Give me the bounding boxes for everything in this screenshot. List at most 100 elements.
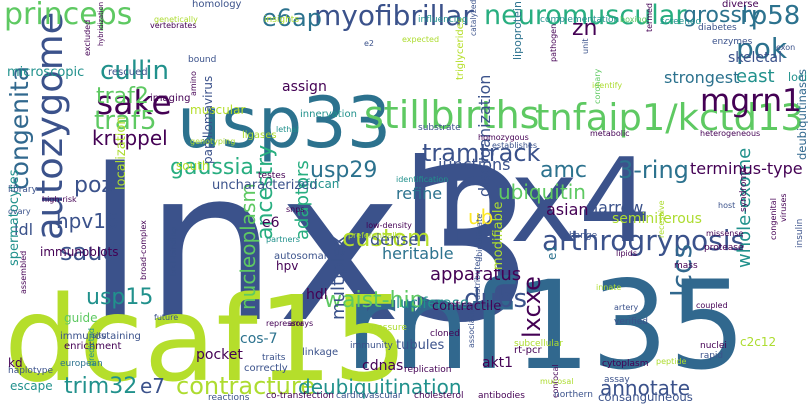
word-pok: pok	[736, 32, 788, 65]
word-assembled: assembled	[19, 250, 28, 294]
word-complementation: complementation	[540, 15, 620, 25]
word-recessive: recessive	[657, 200, 666, 238]
word-protease: protease	[704, 243, 744, 253]
word-hpv16: hpv16	[56, 209, 119, 233]
word-poz: poz	[74, 173, 113, 198]
word-verified: verified	[614, 317, 648, 327]
word-cardiovascular: cardiovascular	[336, 391, 402, 401]
word-saudi: saudi	[60, 238, 125, 266]
word-diabetes: diabetes	[698, 23, 737, 33]
word-mucosal: mucosal	[540, 377, 574, 386]
word-pathogen: pathogen	[549, 23, 558, 62]
word-kruppel: kruppel	[92, 126, 168, 150]
word-rt-pcr: rt-pcr	[514, 345, 542, 356]
word-assay: assay	[604, 375, 630, 385]
word-gaussia: gaussia	[170, 155, 254, 180]
word-skeletal: skeletal	[728, 50, 782, 66]
word-deubiquitination: deubiquitination	[298, 375, 462, 399]
word-usp29: usp29	[310, 158, 378, 183]
word-congenital: congenital	[769, 198, 778, 240]
word-antibodies: antibodies	[478, 391, 525, 401]
word-heritable: heritable	[382, 244, 454, 263]
word-association: association	[467, 303, 476, 348]
word-influencing: influencing	[418, 15, 468, 25]
word-cholesterol: cholesterol	[414, 391, 464, 401]
word-imaging: imaging	[150, 93, 191, 104]
word-low-density: low-density	[366, 221, 412, 230]
word-repressor: repressor	[266, 319, 304, 328]
word-dubs: dubs	[464, 284, 528, 314]
word-usp15: usp15	[86, 285, 154, 310]
word-expected: expected	[402, 35, 440, 44]
word-co-transfection: co-transfection	[266, 391, 334, 401]
word-dcaf15: dcaf15	[4, 270, 408, 404]
word-ub: ub	[468, 205, 494, 229]
word-lipids: lipids	[616, 249, 637, 258]
word-preferentially: preferentially	[348, 231, 402, 240]
word-autosomal: autosomal	[274, 251, 327, 262]
word-coupled: coupled	[696, 301, 728, 310]
word-boxing: boxing	[620, 15, 647, 24]
word-nuclei: nuclei	[700, 341, 727, 351]
word-viruses: viruses	[779, 193, 788, 222]
word-linkage: linkage	[302, 347, 339, 358]
word-peptide: peptide	[656, 357, 687, 366]
word-rp58: rp58	[740, 1, 801, 31]
word-e2: e2	[364, 39, 375, 48]
word-homology: homology	[192, 0, 242, 10]
word-hybridization: hybridization	[97, 1, 105, 46]
word-kd: kd	[8, 356, 23, 370]
word-dense: dense	[370, 230, 419, 249]
word-trim32: trim32	[64, 374, 138, 399]
word-hpv: hpv	[276, 259, 299, 273]
word-lipoprotein: lipoprotein	[511, 1, 524, 60]
word-lnx4: lnx4	[404, 134, 653, 269]
word-insights: insights	[264, 15, 300, 25]
word-adaptors: adaptors	[292, 160, 313, 240]
word-bound: bound	[188, 55, 217, 65]
word-genotyping: genotyping	[190, 137, 236, 146]
word-ovary: ovary	[8, 207, 31, 216]
word-host: host	[718, 201, 736, 210]
word-guide: guide	[64, 311, 98, 325]
word-ligases: ligases	[242, 130, 277, 141]
word-mgrn1: mgrn1	[700, 83, 802, 119]
word-autozygome: autozygome	[28, 11, 71, 240]
word-apparatus: apparatus	[430, 264, 522, 285]
word-multiplex: multiplex	[328, 236, 349, 320]
word-uncharacterized: uncharacterized	[212, 178, 318, 193]
word-tnfaip1-kctd13: tnfaip1/kctd13	[535, 96, 804, 139]
word-haplotype: haplotype	[8, 366, 54, 376]
word-rapid: rapid	[700, 351, 724, 361]
word-ubiquitin: ubiquitin	[498, 180, 586, 204]
word-diverse: diverse	[722, 0, 759, 10]
word-pressure: pressure	[368, 323, 407, 333]
word-akt1: akt1	[482, 355, 514, 371]
word-asian: asian	[546, 200, 589, 219]
word-european: european	[60, 359, 103, 369]
word-refine: refine	[396, 184, 443, 203]
word-seminiferous: seminiferous	[612, 211, 702, 227]
word-consanguineous: consanguineous	[598, 390, 693, 404]
word-cos-7: cos-7	[240, 331, 278, 347]
word-homozygous: homozygous	[478, 133, 529, 142]
word-tubules: tubules	[396, 338, 445, 353]
word-immunoblots: immunoblots	[40, 245, 119, 259]
word-substrate: substrate	[418, 123, 461, 133]
word-cytoplasm: cytoplasm	[602, 359, 649, 369]
word-termed: termed	[645, 3, 654, 32]
word-harrow: harrow	[588, 198, 644, 217]
word-broad-complex: broad-complex	[139, 220, 148, 280]
word-snps: snps	[286, 205, 305, 214]
word-coronary: coronary	[593, 68, 602, 104]
word-contracture: contracture	[176, 372, 315, 400]
word-identification: identification	[396, 175, 449, 184]
word-innervation: innervation	[300, 109, 357, 120]
word-waist-hip: waist-hip	[324, 288, 424, 313]
word-zn: zn	[572, 16, 598, 41]
word-junctions: junctions	[438, 155, 511, 174]
word-terminus-type: terminus-type	[690, 159, 803, 178]
word-artery: artery	[614, 303, 639, 312]
word-immunity: immunity	[350, 341, 393, 351]
word-cdnas: cdnas	[362, 358, 404, 374]
